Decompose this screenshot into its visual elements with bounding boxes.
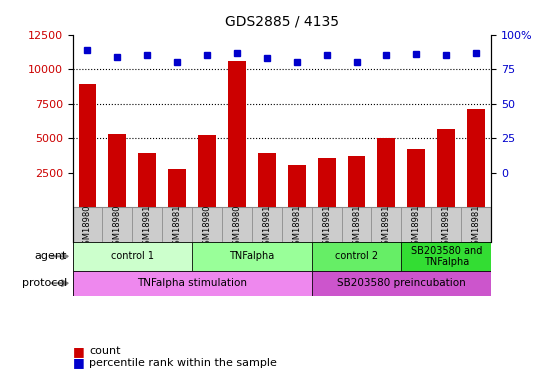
Text: GDS2885 / 4135: GDS2885 / 4135 (225, 15, 339, 29)
Bar (318, 157, 335, 207)
Bar (228, 61, 246, 207)
Text: GSM189816: GSM189816 (442, 199, 451, 250)
Bar (288, 164, 306, 207)
Text: GSM189813: GSM189813 (172, 199, 182, 250)
Text: GSM189815: GSM189815 (322, 199, 331, 250)
Bar (401, 207, 431, 242)
Text: GSM189819: GSM189819 (382, 199, 391, 250)
Bar (312, 207, 341, 242)
Text: control 2: control 2 (335, 251, 378, 262)
Bar (192, 242, 312, 271)
Bar (73, 242, 192, 271)
Text: SB203580 preincubation: SB203580 preincubation (337, 278, 466, 288)
Text: GSM189814: GSM189814 (412, 199, 421, 250)
Text: SB203580 and
TNFalpha: SB203580 and TNFalpha (411, 245, 482, 267)
Bar (377, 138, 396, 207)
Text: GSM189812: GSM189812 (292, 199, 301, 250)
Bar (73, 271, 312, 296)
Bar (252, 207, 282, 242)
Bar (467, 109, 485, 207)
Text: GSM189818: GSM189818 (472, 199, 480, 250)
Text: GSM189806: GSM189806 (203, 199, 211, 250)
Bar (348, 156, 365, 207)
Text: control 1: control 1 (111, 251, 154, 262)
Bar (168, 169, 186, 207)
Bar (222, 207, 252, 242)
Text: GSM189807: GSM189807 (83, 199, 92, 250)
Bar (138, 154, 156, 207)
Bar (431, 207, 461, 242)
Text: ■: ■ (73, 345, 84, 358)
Text: protocol: protocol (22, 278, 67, 288)
Text: TNFalpha: TNFalpha (229, 251, 275, 262)
Text: GSM189808: GSM189808 (233, 199, 242, 250)
Bar (73, 207, 103, 242)
Bar (108, 134, 126, 207)
Bar (407, 149, 425, 207)
Text: TNFalpha stimulation: TNFalpha stimulation (137, 278, 247, 288)
Text: count: count (89, 346, 121, 356)
Bar (192, 207, 222, 242)
Text: GSM189811: GSM189811 (143, 199, 152, 250)
Text: GSM189809: GSM189809 (113, 199, 122, 250)
Text: agent: agent (35, 251, 67, 262)
Text: ■: ■ (73, 356, 84, 369)
Text: GSM189817: GSM189817 (352, 199, 361, 250)
Bar (461, 207, 491, 242)
Bar (437, 129, 455, 207)
Bar (372, 207, 401, 242)
Bar (341, 207, 372, 242)
Bar (198, 136, 216, 207)
Bar (103, 207, 132, 242)
Bar (79, 84, 97, 207)
Bar (312, 271, 491, 296)
Bar (258, 154, 276, 207)
Bar (282, 207, 312, 242)
Text: GSM189810: GSM189810 (262, 199, 271, 250)
Bar (401, 242, 491, 271)
Bar (312, 242, 401, 271)
Text: percentile rank within the sample: percentile rank within the sample (89, 358, 277, 368)
Bar (132, 207, 162, 242)
Bar (162, 207, 192, 242)
